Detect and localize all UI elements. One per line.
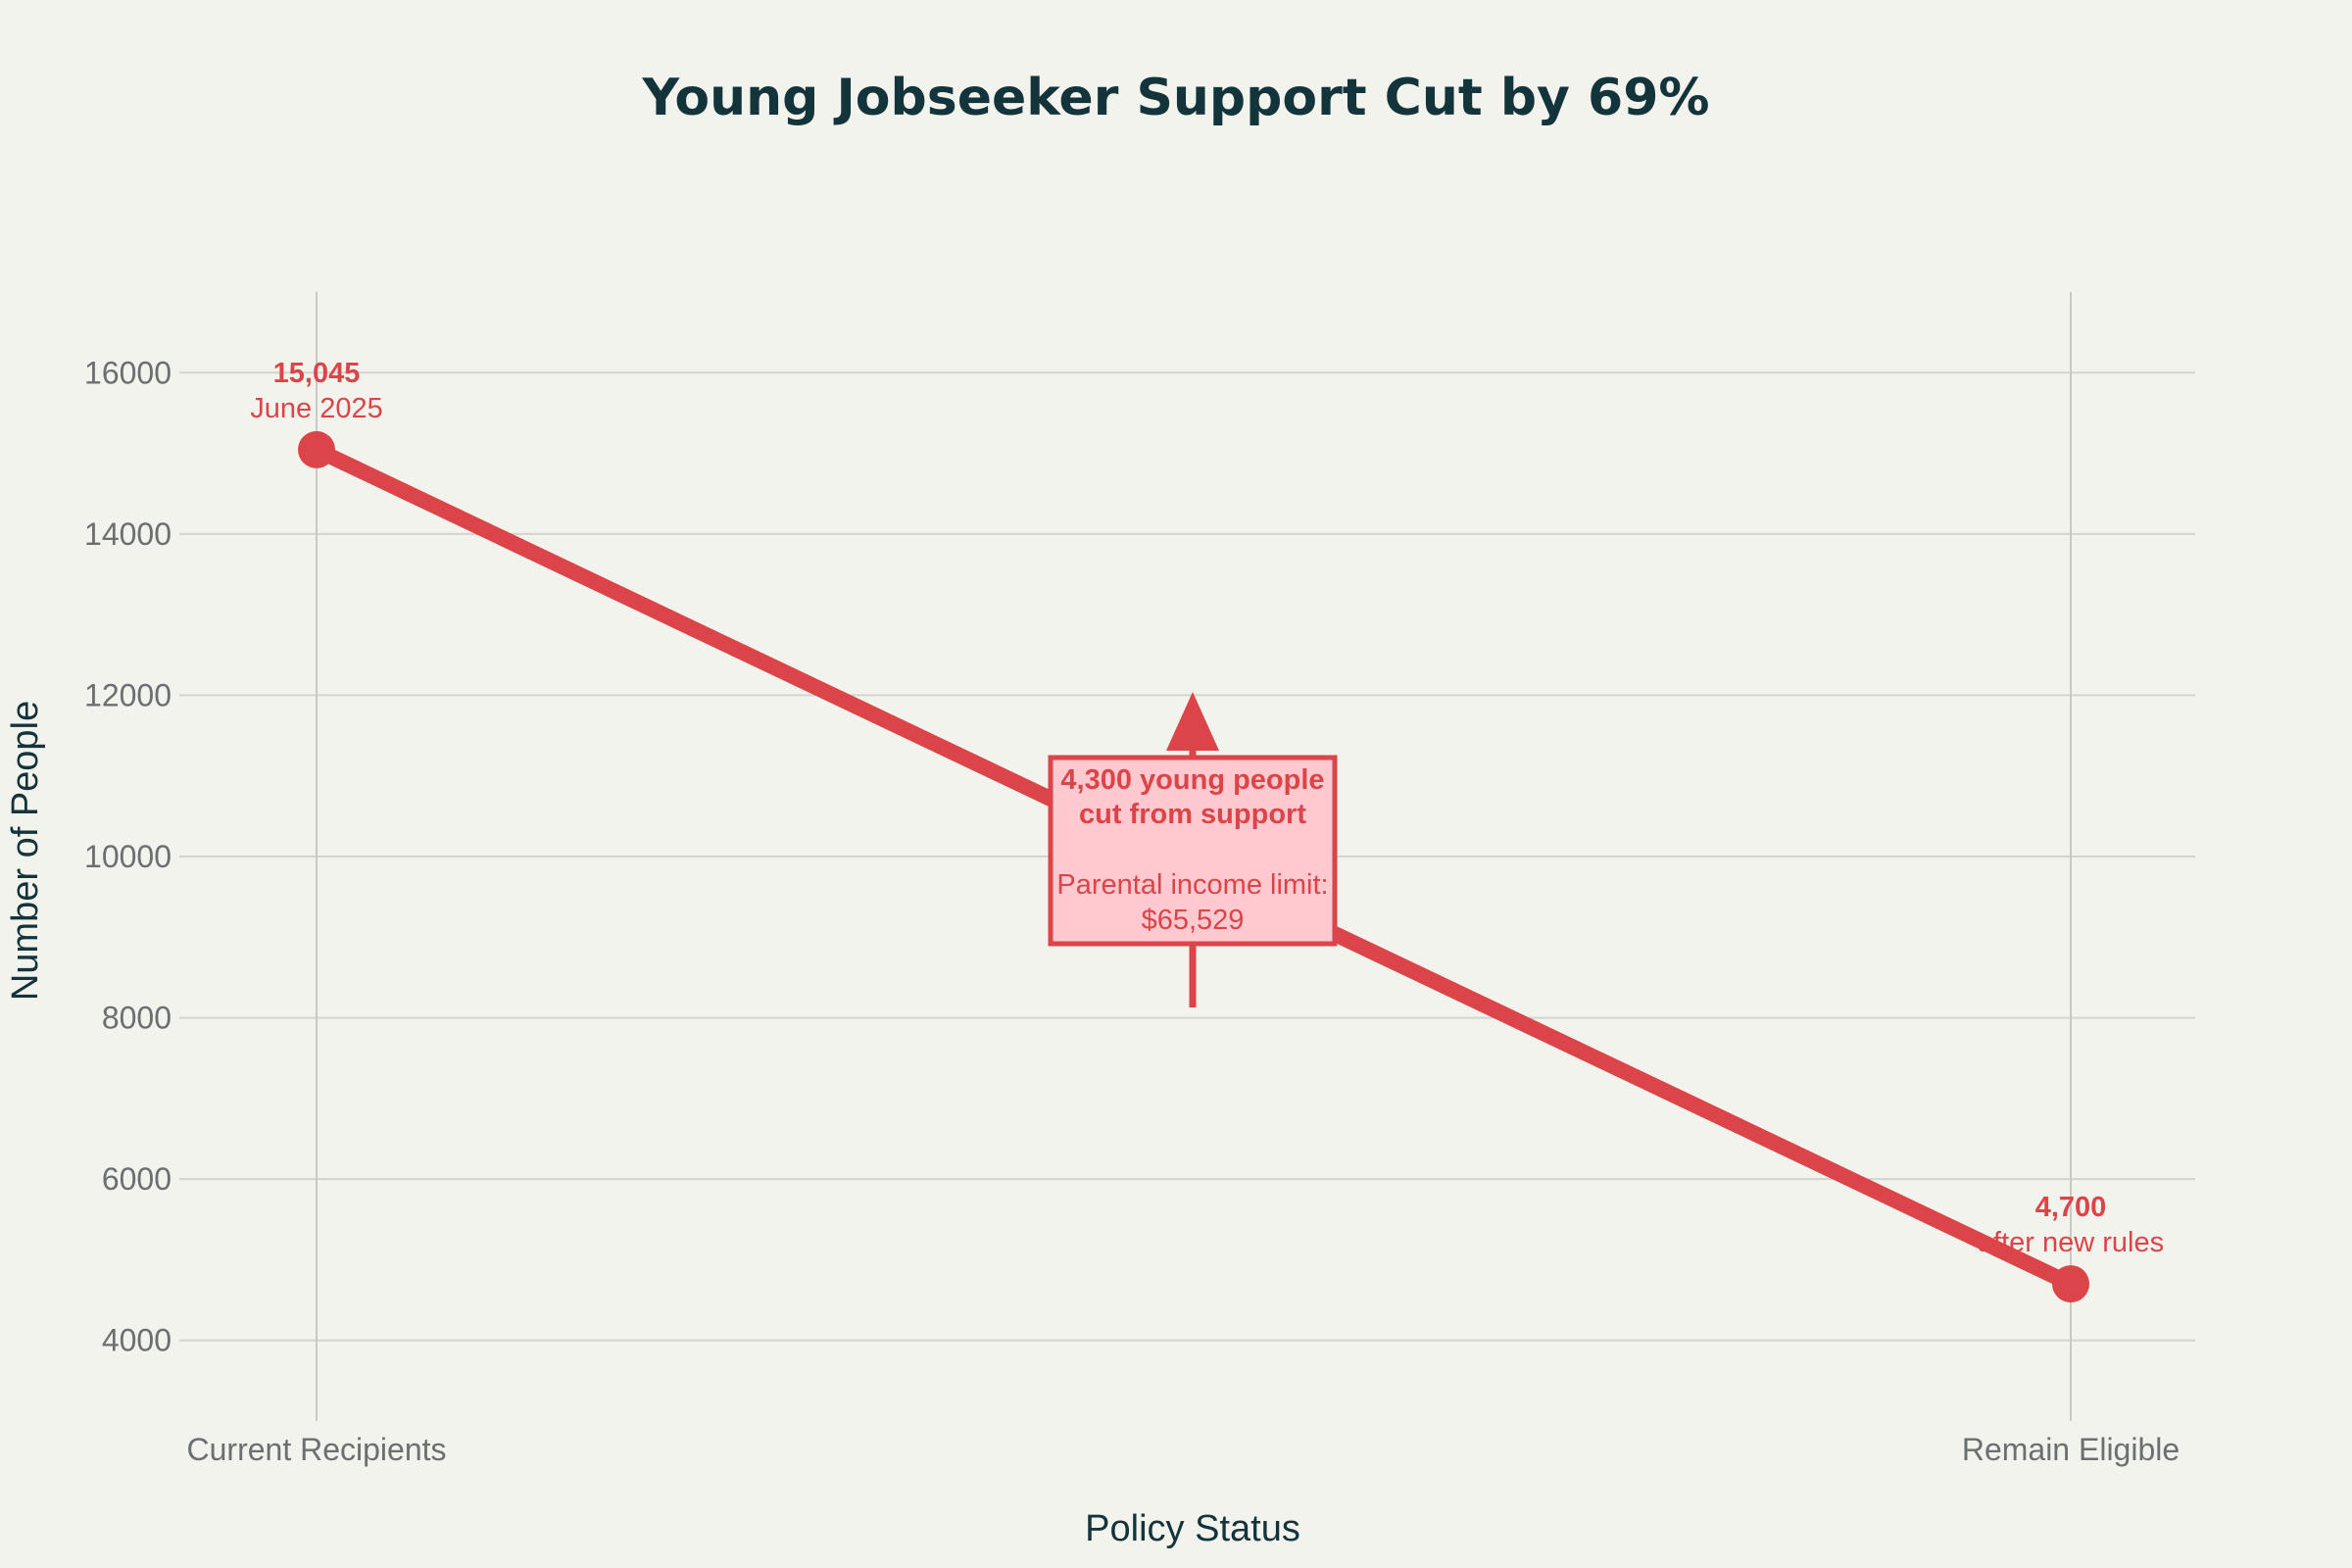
point-labels: 15,045 June 2025 4,700 after new rules — [250, 358, 2164, 1258]
x-axis-title: Policy Status — [1085, 1508, 1300, 1549]
data-label-sub: after new rules — [1978, 1227, 2164, 1258]
data-point — [298, 430, 335, 468]
y-tick-label: 4000 — [102, 1323, 172, 1358]
x-tick-label: Current Recipients — [187, 1432, 447, 1467]
annotation-line-1: 4,300 young people — [1060, 764, 1324, 796]
cut-annotation: 4,300 young people cut from support Pare… — [1048, 692, 1338, 1007]
y-tick-label: 6000 — [102, 1161, 172, 1197]
y-axis-ticks: 4000 6000 8000 10000 12000 14000 16000 — [84, 355, 172, 1357]
y-tick-label: 8000 — [102, 1001, 172, 1036]
annotation-line-4: $65,529 — [1142, 905, 1245, 936]
data-label-value: 15,045 — [273, 358, 361, 389]
data-label-sub: June 2025 — [250, 393, 382, 424]
y-tick-label: 12000 — [84, 677, 172, 712]
x-axis-ticks: Current Recipients Remain Eligible — [187, 1432, 2180, 1467]
y-axis-title: Number of People — [5, 701, 46, 1001]
y-tick-label: 14000 — [84, 516, 172, 552]
y-tick-label: 16000 — [84, 355, 172, 390]
gridlines — [179, 292, 2195, 1421]
data-label-value: 4,700 — [2035, 1192, 2107, 1223]
annotation-line-2: cut from support — [1079, 799, 1306, 830]
chart-title: Young Jobseeker Support Cut by 69% — [641, 69, 1709, 127]
annotation-box — [1048, 755, 1338, 947]
data-point — [2052, 1265, 2089, 1303]
x-tick-label: Remain Eligible — [1962, 1432, 2180, 1467]
annotation-line-3: Parental income limit: — [1056, 869, 1328, 901]
y-tick-label: 10000 — [84, 839, 172, 874]
annotation-arrow-head — [1166, 692, 1219, 751]
